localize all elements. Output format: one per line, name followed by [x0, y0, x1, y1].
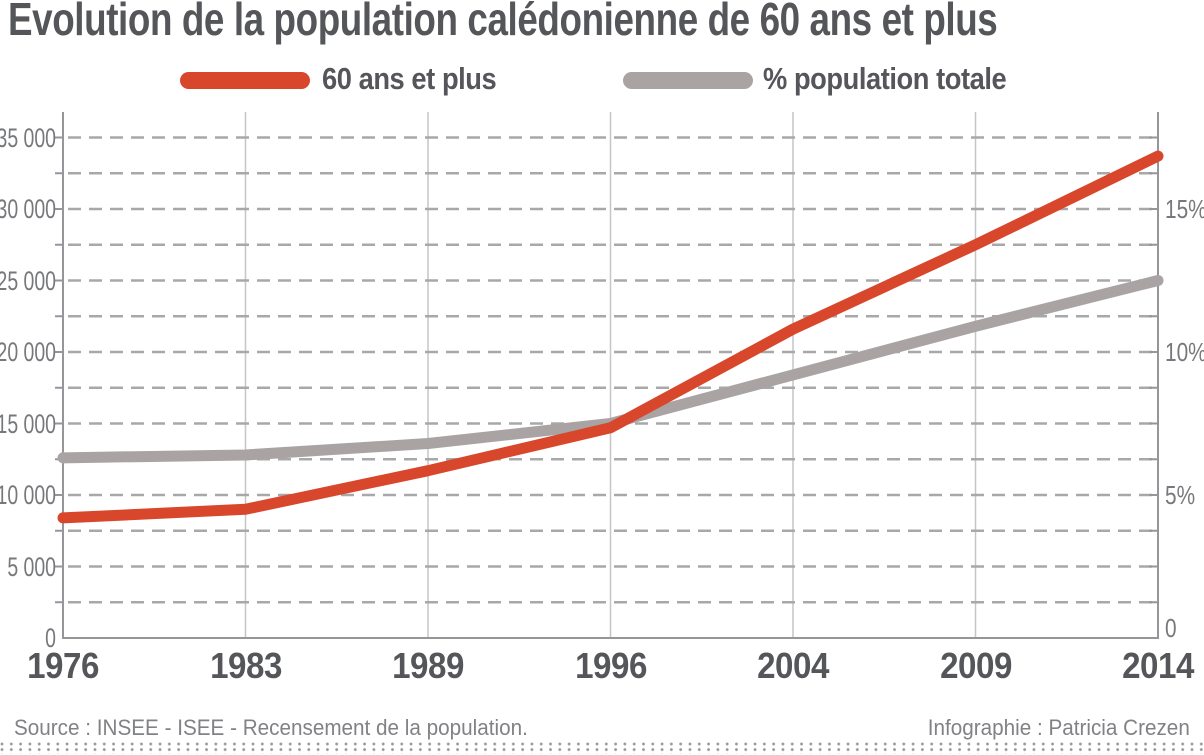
credit-note: Infographie : Patricia Crezen	[927, 715, 1190, 740]
x-axis-label: 1983	[209, 645, 282, 686]
legend-swatch-60-ans-et-plus	[180, 72, 310, 89]
x-axis-label: 2004	[757, 645, 829, 686]
y-axis-right-label: 10%	[1165, 337, 1204, 367]
y-axis-left-label: 30 000	[0, 194, 56, 224]
legend-label-60-ans-et-plus: 60 ans et plus	[322, 61, 497, 96]
y-axis-right-label: 5%	[1165, 480, 1196, 510]
y-axis-left-label: 10 000	[0, 480, 56, 510]
x-axis-label: 2009	[939, 645, 1012, 686]
page-title: Evolution de la population calédonienne …	[8, 0, 998, 45]
x-axis-label: 1996	[574, 645, 647, 686]
y-axis-left-label: 0	[45, 623, 56, 653]
y-axis-left-label: 35 000	[0, 122, 56, 153]
y-axis-left-label: 5 000	[7, 551, 56, 582]
y-axis-left-label: 25 000	[0, 265, 56, 296]
x-axis-label: 2014	[1122, 645, 1194, 686]
x-axis-label: 1976	[27, 645, 99, 686]
legend-swatch-pct-population	[623, 72, 753, 89]
y-axis-right-label: 15%	[1165, 194, 1204, 224]
footer: Source : INSEE - ISEE - Recensement de l…	[14, 712, 1190, 744]
y-axis-right-label: 0	[1165, 613, 1177, 643]
dotted-divider	[0, 742, 1204, 754]
legend: 60 ans et plus % population totale	[0, 0, 1204, 100]
y-axis-left-label: 20 000	[0, 337, 56, 367]
y-axis-left-label: 15 000	[0, 408, 56, 439]
source-note: Source : INSEE - ISEE - Recensement de l…	[14, 715, 528, 740]
legend-label-pct-population: % population totale	[763, 61, 1007, 96]
x-axis-label: 1989	[392, 645, 464, 686]
